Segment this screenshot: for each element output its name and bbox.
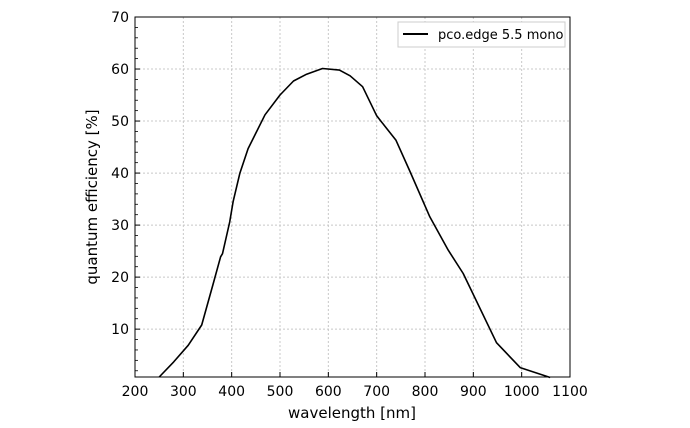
x-tick-label: 700 [363,384,390,400]
x-tick-label: 500 [267,384,294,400]
grid [135,17,570,377]
y-tick-label: 10 [111,322,129,338]
y-tick-label: 50 [111,114,129,130]
y-tick-label: 60 [111,62,129,78]
x-tick-label: 1100 [552,384,588,400]
x-tick-label: 300 [170,384,197,400]
plot-frame [134,16,571,378]
series-line-pco-edge-5-5-mono [158,67,551,379]
y-tick-label: 20 [111,270,129,286]
x-tick-label: 900 [460,384,487,400]
x-axis-label: wavelength [nm] [288,404,416,422]
x-tick-label: 400 [218,384,245,400]
x-tick-label: 800 [412,384,439,400]
x-tick-label: 1000 [504,384,540,400]
x-tick-label: 600 [315,384,342,400]
x-tick-label: 200 [122,384,149,400]
legend: pco.edge 5.5 mono [397,21,566,48]
y-axis-label: quantum efficiency [%] [83,109,101,284]
y-tick-label: 40 [111,166,129,182]
y-tick-label: 30 [111,218,129,234]
legend-label: pco.edge 5.5 mono [438,28,564,43]
ticks: 200 300 400 500 600 700 800 900 1000 1100 10 20 30 40… [111,10,588,400]
y-tick-label: 70 [111,10,129,26]
